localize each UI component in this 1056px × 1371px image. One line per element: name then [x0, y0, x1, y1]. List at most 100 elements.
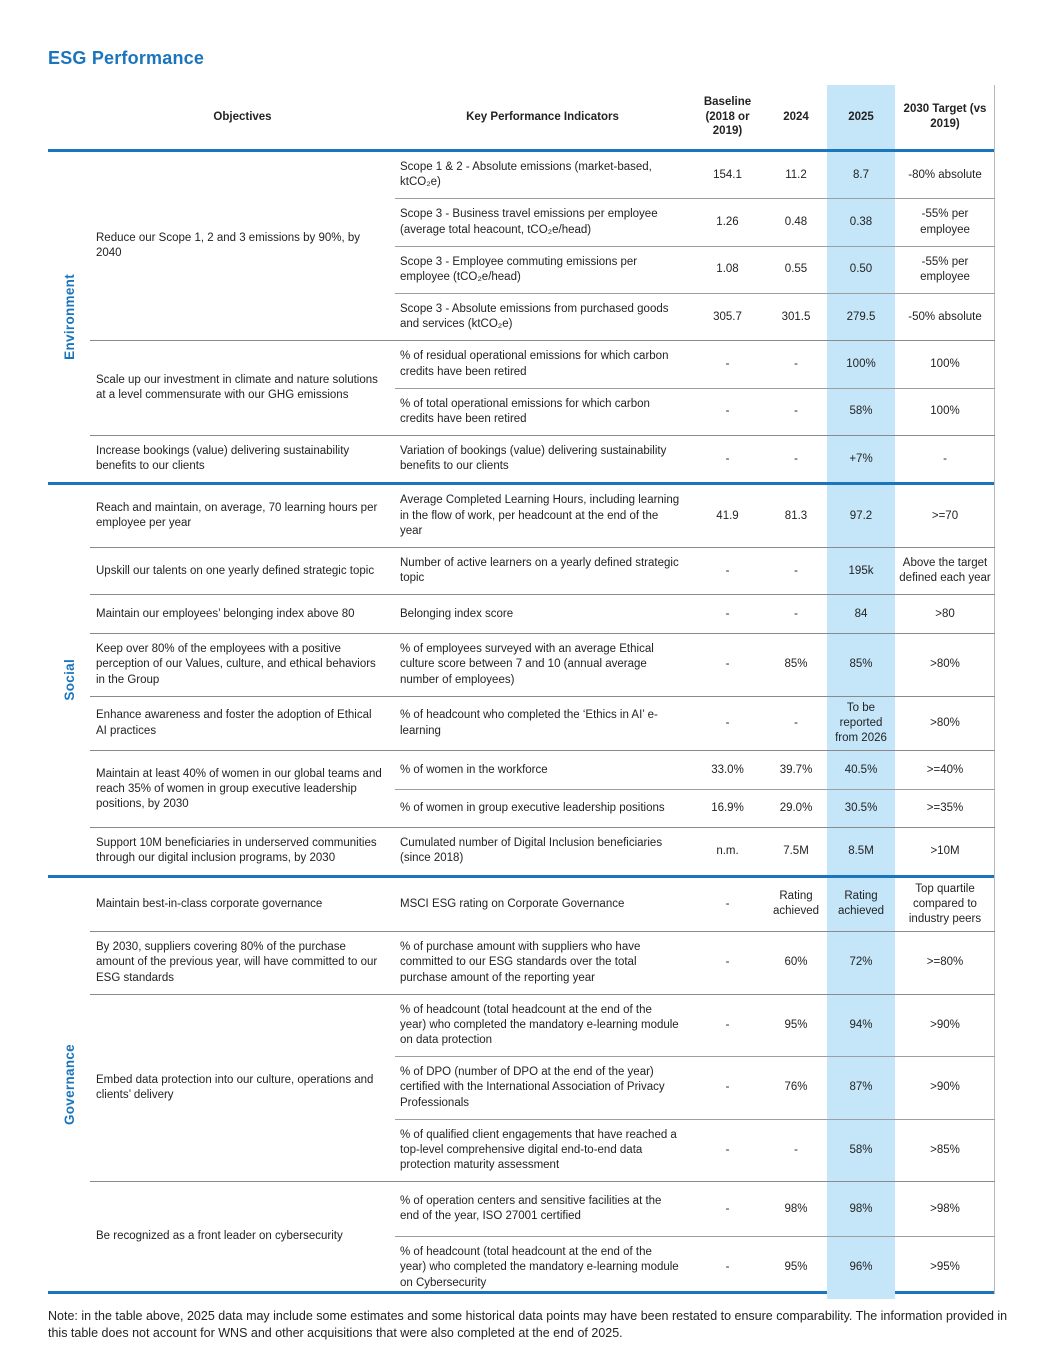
value-2025: 58%: [827, 1119, 895, 1182]
value-2024: -: [794, 357, 798, 370]
objective-groups: Maintain best-in-class corporate governa…: [90, 877, 995, 1299]
kpi-row: % of total operational emissions for whi…: [395, 387, 995, 436]
value-2024: -: [794, 564, 798, 577]
objective-group: Maintain at least 40% of women in our gl…: [90, 750, 995, 828]
kpi-row: % of headcount (total headcount at the e…: [395, 994, 995, 1057]
target-value: >=80%: [926, 956, 964, 969]
kpi-row: % of qualified client engagements that h…: [395, 1118, 995, 1182]
kpi-cell: Variation of bookings (value) delivering…: [400, 445, 667, 473]
value-2025: 98%: [827, 1182, 895, 1237]
kpi-rows: Average Completed Learning Hours, includ…: [395, 485, 995, 547]
kpi-cell: % of residual operational emissions for …: [400, 350, 669, 378]
kpi-cell: % of employees surveyed with an average …: [400, 643, 654, 686]
page-title: ESG Performance: [48, 48, 205, 68]
value-2024: 95%: [784, 1018, 808, 1031]
target-value: -55% per employee: [920, 255, 970, 283]
kpi-rows: MSCI ESG rating on Corporate Governance -…: [395, 877, 995, 932]
objective-group: Increase bookings (value) delivering sus…: [90, 435, 995, 483]
kpi-row: % of purchase amount with suppliers who …: [395, 932, 995, 994]
kpi-rows: Number of active learners on a yearly de…: [395, 547, 995, 595]
value-2024: 98%: [784, 1202, 808, 1215]
section-environment: Environment Reduce our Scope 1, 2 and 3 e…: [48, 152, 995, 486]
kpi-cell: Scope 3 - Absolute emissions from purcha…: [400, 303, 669, 331]
value-2025: 85%: [827, 634, 895, 696]
kpi-row: Number of active learners on a yearly de…: [395, 547, 995, 595]
col-objectives-header: Objectives: [213, 110, 272, 123]
kpi-cell: Cumulated number of Digital Inclusion be…: [400, 837, 663, 865]
baseline-value: 33.0%: [711, 763, 744, 776]
baseline-value: 154.1: [713, 168, 742, 181]
kpi-cell: % of headcount (total headcount at the e…: [400, 1003, 679, 1047]
baseline-value: -: [725, 1081, 730, 1094]
kpi-cell: Scope 3 - Business travel emissions per …: [400, 208, 658, 236]
objective-group: By 2030, suppliers covering 80% of the p…: [90, 931, 995, 994]
value-2025: 195k: [827, 547, 895, 595]
baseline-value: -: [725, 607, 730, 620]
kpi-cell: Scope 1 & 2 - Absolute emissions (market…: [400, 161, 652, 189]
objective-cell: Scale up our investment in climate and n…: [96, 374, 378, 402]
target-value: >90%: [930, 1081, 960, 1094]
baseline-value: n.m.: [716, 844, 739, 857]
value-2024: 11.2: [785, 168, 807, 181]
objective-group: Scale up our investment in climate and n…: [90, 340, 995, 436]
objective-cell: Enhance awareness and foster the adoptio…: [96, 709, 372, 737]
value-2025: 8.7: [827, 152, 895, 199]
objective-cell: Increase bookings (value) delivering sus…: [96, 445, 350, 473]
objective-group: Keep over 80% of the employees with a po…: [90, 633, 995, 696]
value-2025: 72%: [827, 932, 895, 994]
table-header: Objectives Key Performance Indicators Ba…: [48, 85, 994, 152]
objective-group: Embed data protection into our culture, …: [90, 993, 995, 1182]
footnote: Note: in the table above, 2025 data may …: [48, 1309, 1008, 1341]
objective-group: Enhance awareness and foster the adoptio…: [90, 695, 995, 751]
kpi-rows: % of operation centers and sensitive fac…: [395, 1182, 995, 1299]
kpi-cell: Average Completed Learning Hours, includ…: [400, 494, 680, 537]
objective-group: Maintain best-in-class corporate governa…: [90, 877, 995, 932]
baseline-value: -: [725, 1202, 730, 1215]
section-governance: Governance Maintain best-in-class corpora…: [48, 877, 995, 1299]
target-value: 100%: [930, 405, 960, 418]
baseline-value: 305.7: [713, 310, 742, 323]
target-value: >98%: [930, 1202, 960, 1215]
objective-groups: Reduce our Scope 1, 2 and 3 emissions by…: [90, 152, 995, 483]
value-2025: 0.38: [827, 199, 895, 246]
objective-cell: Maintain at least 40% of women in our gl…: [96, 767, 382, 810]
objective-group: Upskill our talents on one yearly define…: [90, 546, 995, 595]
kpi-cell: % of headcount (total headcount at the e…: [400, 1246, 679, 1289]
col-2024-header: 2024: [783, 110, 809, 123]
kpi-row: % of headcount (total headcount at the e…: [395, 1236, 995, 1299]
kpi-cell: % of total operational emissions for whi…: [400, 397, 650, 425]
value-2024: -: [794, 1143, 798, 1156]
value-2025: +7%: [827, 436, 895, 483]
kpi-cell: % of headcount who completed the ‘Ethics…: [400, 709, 658, 737]
section-label: Social: [61, 659, 77, 701]
objective-cell: Upskill our talents on one yearly define…: [96, 564, 375, 577]
kpi-row: Belonging index score - - 84 >80: [395, 595, 995, 634]
baseline-value: 1.08: [716, 263, 739, 276]
value-2025: 84: [827, 595, 895, 634]
kpi-row: % of headcount who completed the ‘Ethics…: [395, 696, 995, 751]
value-2024: Rating achieved: [772, 890, 820, 918]
kpi-row: % of operation centers and sensitive fac…: [395, 1182, 995, 1237]
value-2025: 279.5: [827, 294, 895, 341]
kpi-cell: % of qualified client engagements that h…: [400, 1128, 677, 1172]
kpi-row: % of residual operational emissions for …: [395, 341, 995, 388]
col-2025-header: 2025: [827, 85, 895, 149]
objective-cell: Be recognized as a front leader on cyber…: [96, 1230, 343, 1243]
target-value: >=70: [931, 509, 959, 522]
esg-table: Objectives Key Performance Indicators Ba…: [48, 85, 995, 1299]
baseline-value: -: [725, 1143, 730, 1156]
target-value: >=40%: [926, 763, 964, 776]
kpi-rows: Variation of bookings (value) delivering…: [395, 436, 995, 483]
value-2025: 0.50: [827, 246, 895, 294]
value-2024: 0.48: [784, 215, 808, 228]
kpi-row: Scope 1 & 2 - Absolute emissions (market…: [395, 152, 995, 199]
target-value: >95%: [930, 1261, 960, 1274]
objective-cell: Embed data protection into our culture, …: [96, 1073, 374, 1101]
target-value: >85%: [930, 1143, 960, 1156]
target-value: >10M: [930, 844, 960, 857]
value-2024: 39.7%: [779, 763, 813, 776]
baseline-value: -: [725, 956, 730, 969]
kpi-row: MSCI ESG rating on Corporate Governance -…: [395, 877, 995, 932]
kpi-cell: % of operation centers and sensitive fac…: [400, 1195, 662, 1223]
kpi-row: Cumulated number of Digital Inclusion be…: [395, 828, 995, 875]
